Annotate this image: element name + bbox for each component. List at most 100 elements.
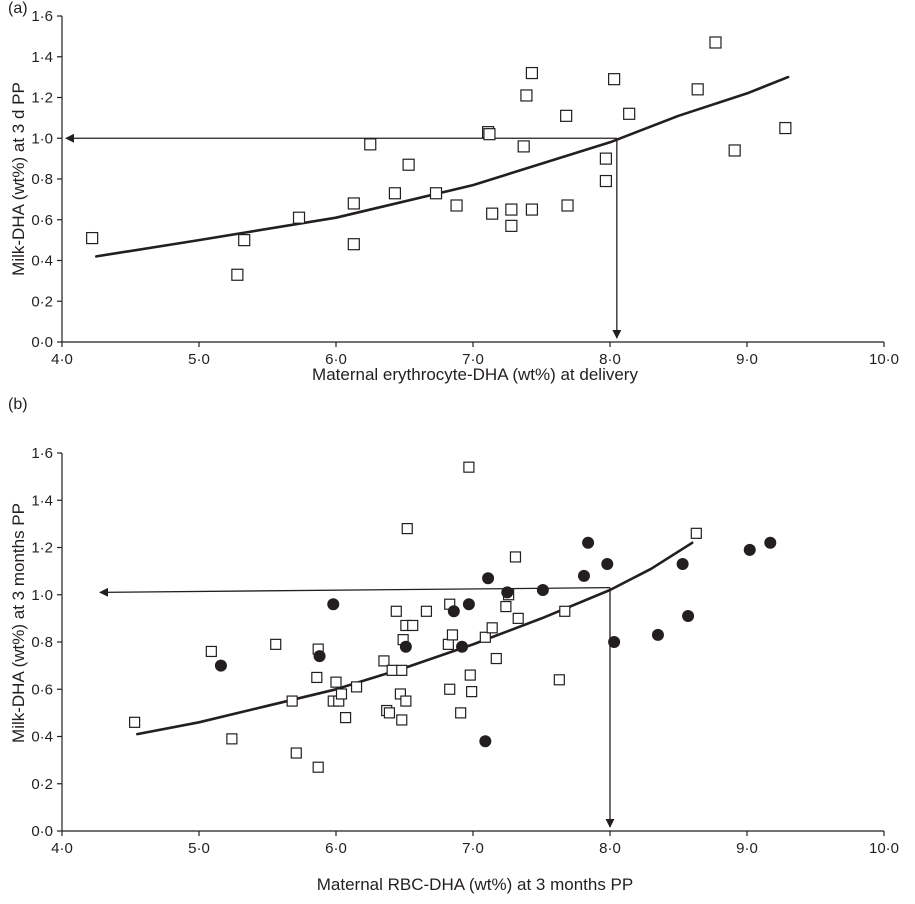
panel-a-y-tick-label: 1·4 [31, 49, 53, 66]
panel-b-data-point-circle [479, 735, 492, 748]
panel-b-data-point-circle [501, 586, 514, 599]
panel-b-data-point-circle [608, 636, 621, 648]
panel-a-data-point-square [560, 109, 573, 122]
panel-a-fit-curve [95, 75, 790, 258]
panel-b-data-point-square [455, 707, 467, 719]
panel-b-data-point-circle [764, 536, 777, 549]
panel-a-x-tick-label: 8·0 [599, 351, 621, 368]
panel-b-y-tick-label: 1·2 [31, 540, 53, 557]
panel-a-data-point-square [388, 187, 402, 200]
panel-b-x-ticks: 4·0 5·0 6·0 7·0 8·0 9·0 10·0 [51, 831, 899, 857]
panel-b-data-point-square [464, 669, 476, 681]
panel-b-data-point-square [463, 461, 475, 473]
panel-b-data-point-circle [536, 584, 549, 597]
panel-a-y-tick-label: 0·8 [31, 171, 53, 188]
panel-b-data-point-square [559, 605, 571, 617]
panel-a-data-point-square [709, 36, 722, 49]
panel-b-data-point-square [420, 605, 433, 617]
panel-b-data-point-square [479, 631, 491, 643]
panel-a-x-tick-label: 10·0 [869, 351, 899, 368]
panel-b-data-point-square [490, 652, 502, 665]
panel-a-data-point-square [608, 73, 621, 86]
panel-a-data-point-square [520, 89, 533, 102]
panel-b-data-point-square [390, 605, 402, 617]
panel-b-data-point-circle [676, 558, 689, 571]
panel-a-data-point-square [483, 128, 496, 141]
panel-a-data-point-square [599, 152, 612, 165]
panel-b-y-tick-label: 0·2 [31, 776, 53, 793]
panel-b-data-point-square [129, 716, 141, 728]
panel-b-data-point-square [378, 655, 390, 667]
panel-a-y-tick-label: 0·2 [31, 293, 53, 310]
panel-b-data-point-square [311, 671, 323, 684]
panel-b-data-point-circle [582, 536, 595, 549]
panel-a-y-tick-label: 0·6 [31, 212, 53, 229]
panel-b-x-tick-label: 6·0 [325, 840, 347, 857]
panel-b-horizontal-arrow [99, 587, 611, 597]
panel-b-data-point-square [330, 676, 342, 688]
panel-a-y-tick-label: 1·0 [31, 130, 53, 147]
panel-b-data-point-circle [456, 640, 469, 653]
panel-b-data-point-circle [601, 558, 614, 571]
panel-a-y-tick-label: 0·0 [31, 334, 53, 351]
panel-b-data-point-square [500, 600, 512, 613]
panel-b-data-point-circle [482, 572, 495, 585]
panel-a-data-point-square [347, 238, 360, 251]
panel-b-data-point-square [690, 527, 702, 539]
panel-b-data-point-square [312, 761, 324, 773]
panel-b-x-tick-label: 8·0 [599, 840, 621, 857]
panel-a-data-point-square [429, 187, 443, 200]
panel-b-data-point-square [486, 622, 498, 634]
panel-b-y-tick-label: 1·4 [31, 492, 53, 509]
panel-a-data-point-square [525, 203, 539, 216]
panel-a-data-point-square [238, 234, 251, 247]
panel-b-x-tick-label: 10·0 [869, 840, 899, 857]
panel-b-data-point-square [396, 714, 408, 726]
panel-b-x-tick-label: 9·0 [736, 840, 758, 857]
panel-b-y-ticks: 0·0 0·2 0·4 0·6 0·8 1·0 1·2 1·4 1·6 [31, 445, 62, 840]
panel-a-data-point-square [231, 268, 244, 281]
panel-a-data-point-square [505, 203, 518, 216]
panel-b-x-axis-title: Maternal RBC-DHA (wt%) at 3 months PP [317, 875, 633, 894]
panel-a-data-point-square [561, 199, 574, 212]
panel-b-data-point-square [466, 686, 478, 698]
panel-a-y-tick-label: 1·2 [31, 90, 53, 107]
panel-a-y-tick-label: 0·4 [31, 253, 53, 270]
panel-b-data-point-square [335, 688, 348, 700]
panel-b-y-tick-label: 1·0 [31, 587, 53, 604]
panel-a-x-tick-label: 9·0 [736, 351, 758, 368]
panel-b-data-point-square [386, 664, 398, 676]
panel-a-data-point-square [347, 197, 360, 210]
panel-b-y-tick-label: 0·4 [31, 729, 53, 746]
panel-a-x-ticks: 4·0 5·0 6·0 7·0 8·0 9·0 10·0 [51, 342, 899, 368]
panel-b: (b) 4·0 5·0 6·0 7·0 8·0 9·0 10·0 0·00·20·40·60… [8, 396, 899, 894]
panel-b-data-point-square [350, 681, 363, 693]
panel-a-data-point-square [450, 199, 463, 212]
panel-a-data-point-square [402, 158, 415, 171]
panel-b-data-point-square [290, 747, 302, 759]
panel-a-data-point-square [525, 66, 539, 80]
panel-b-data-point-square [553, 674, 565, 686]
panel-b-data-point-square [383, 707, 396, 719]
panel-b-data-point-circle [743, 543, 756, 556]
panel-a-data-point-square [486, 207, 499, 220]
panel-b-data-point-square [442, 638, 454, 650]
panel-b-x-tick-label: 5·0 [188, 840, 210, 857]
panel-a-data-point-square [599, 174, 612, 188]
panel-b-data-point-square [407, 619, 419, 632]
panel-a-data-point-square [517, 140, 530, 153]
panel-b-data-point-square [444, 683, 456, 695]
panel-b-x-tick-label: 7·0 [462, 840, 484, 857]
panel-a-data-point-square [364, 138, 377, 151]
panel-b-data-point-circle [651, 628, 664, 641]
panel-b-y-tick-label: 0·8 [31, 634, 53, 651]
panel-b-data-point-square [401, 522, 413, 535]
panel-b-y-tick-label: 0·0 [31, 823, 53, 840]
panel-b-data-point-square [205, 645, 217, 658]
panel-a-x-tick-label: 6·0 [325, 351, 347, 368]
panel-b-data-point-square [270, 638, 282, 650]
panel-b-data-point-circle [214, 659, 227, 672]
panel-a-data-point-square [779, 121, 792, 135]
panel-b-data-point-square [446, 629, 459, 641]
